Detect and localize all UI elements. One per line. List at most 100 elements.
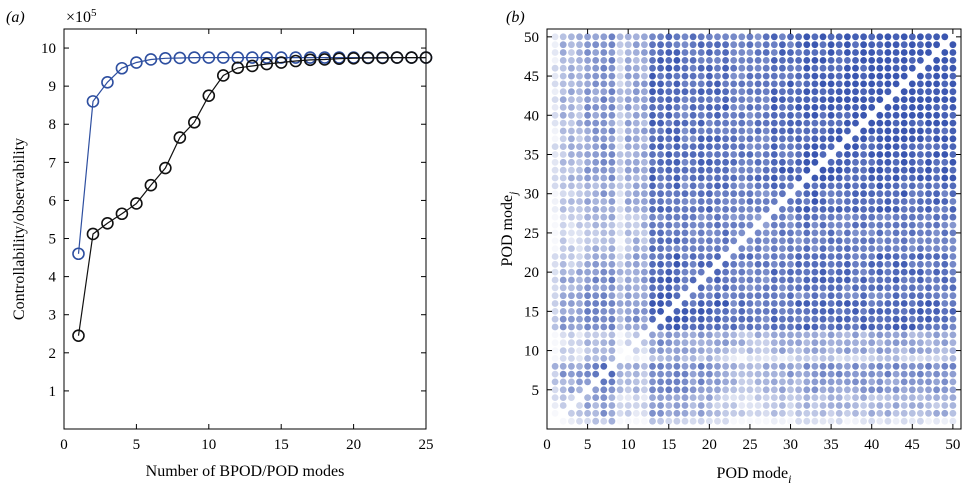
heatmap-cell (941, 49, 949, 56)
heatmap-cell (722, 292, 729, 300)
heatmap-cell (852, 253, 859, 260)
heatmap-cell (641, 315, 648, 323)
heatmap-cell (803, 417, 811, 425)
heatmap-cell (657, 143, 664, 151)
heatmap-cell (754, 88, 762, 96)
heatmap-cell (827, 190, 835, 198)
heatmap-cell (949, 260, 957, 268)
heatmap-cell (876, 229, 884, 237)
y-tick-label: 1 (49, 384, 57, 400)
heatmap-cell (884, 300, 892, 307)
heatmap-cell (665, 245, 673, 253)
heatmap-cell (592, 417, 600, 425)
heatmap-cell (714, 394, 721, 401)
heatmap-cell (600, 237, 608, 245)
panel-a-axes-box (63, 28, 427, 430)
heatmap-cell (779, 315, 786, 323)
heatmap-cell (624, 174, 632, 182)
heatmap-cell (608, 402, 616, 409)
heatmap-cell (746, 315, 754, 323)
heatmap-cell (592, 41, 600, 49)
x-tick-label: 35 (824, 437, 839, 453)
heatmap-cell (584, 394, 591, 401)
heatmap-cell (795, 237, 802, 245)
heatmap-cell (933, 182, 940, 190)
heatmap-cell (673, 213, 681, 221)
heatmap-cell (689, 64, 697, 72)
heatmap-cell (860, 268, 867, 276)
heatmap-cell (632, 276, 640, 284)
heatmap-cell (714, 378, 721, 386)
heatmap-cell (852, 213, 859, 221)
heatmap-cell (559, 308, 567, 315)
heatmap-cell (592, 221, 600, 229)
heatmap-cell (835, 104, 843, 111)
heatmap-cell (770, 370, 778, 378)
heatmap-cell (632, 378, 640, 386)
heatmap-cell (559, 417, 567, 425)
heatmap-cell (941, 402, 949, 409)
heatmap-cell (779, 64, 786, 72)
heatmap-cell (884, 292, 892, 300)
heatmap-cell (714, 315, 721, 323)
heatmap-cell (624, 135, 632, 143)
heatmap-cell (592, 213, 600, 221)
heatmap-cell (624, 308, 632, 315)
heatmap-cell (649, 315, 656, 323)
heatmap-cell (632, 253, 640, 260)
heatmap-cell (624, 64, 632, 72)
heatmap-cell (941, 182, 949, 190)
heatmap-cell (576, 119, 583, 127)
heatmap-cell (876, 158, 884, 166)
heatmap-cell (568, 174, 575, 182)
heatmap-cell (876, 190, 884, 198)
heatmap-cell (681, 190, 689, 198)
heatmap-cell (787, 394, 794, 401)
heatmap-cell (876, 166, 884, 174)
heatmap-cell (584, 151, 591, 158)
heatmap-cell (860, 417, 867, 425)
heatmap-cell (811, 308, 819, 315)
heatmap-cell (860, 315, 867, 323)
heatmap-cell (576, 378, 583, 386)
heatmap-cell (632, 300, 640, 307)
heatmap-cell (941, 229, 949, 237)
heatmap-cell (697, 339, 705, 347)
heatmap-cell (892, 378, 900, 386)
heatmap-cell (559, 174, 567, 182)
panel-b-heatmap-dots (551, 33, 957, 425)
heatmap-cell (714, 409, 721, 417)
heatmap-cell (697, 355, 705, 362)
heatmap-cell (559, 284, 567, 292)
heatmap-cell (860, 151, 867, 158)
heatmap-cell (746, 386, 754, 394)
heatmap-cell (689, 347, 697, 354)
heatmap-cell (559, 111, 567, 119)
heatmap-cell (730, 88, 738, 96)
heatmap-cell (925, 119, 932, 127)
heatmap-cell (762, 323, 770, 331)
series-1-point (188, 51, 201, 64)
heatmap-cell (641, 72, 648, 80)
heatmap-cell (624, 417, 632, 425)
heatmap-cell (714, 402, 721, 409)
heatmap-cell (770, 182, 778, 190)
heatmap-cell (673, 135, 681, 143)
heatmap-cell (592, 190, 600, 198)
heatmap-cell (624, 386, 632, 394)
heatmap-cell (559, 315, 567, 323)
series-line-1 (77, 56, 426, 254)
heatmap-cell (803, 260, 811, 268)
heatmap-cell (892, 151, 900, 158)
heatmap-cell (730, 64, 738, 72)
heatmap-cell (649, 229, 656, 237)
heatmap-cell (925, 268, 932, 276)
heatmap-cell (803, 347, 811, 354)
heatmap-cell (819, 308, 827, 315)
heatmap-cell (892, 33, 900, 41)
heatmap-cell (722, 417, 729, 425)
heatmap-cell (665, 143, 673, 151)
heatmap-cell (900, 276, 908, 284)
heatmap-cell (762, 253, 770, 260)
heatmap-cell (592, 331, 600, 339)
